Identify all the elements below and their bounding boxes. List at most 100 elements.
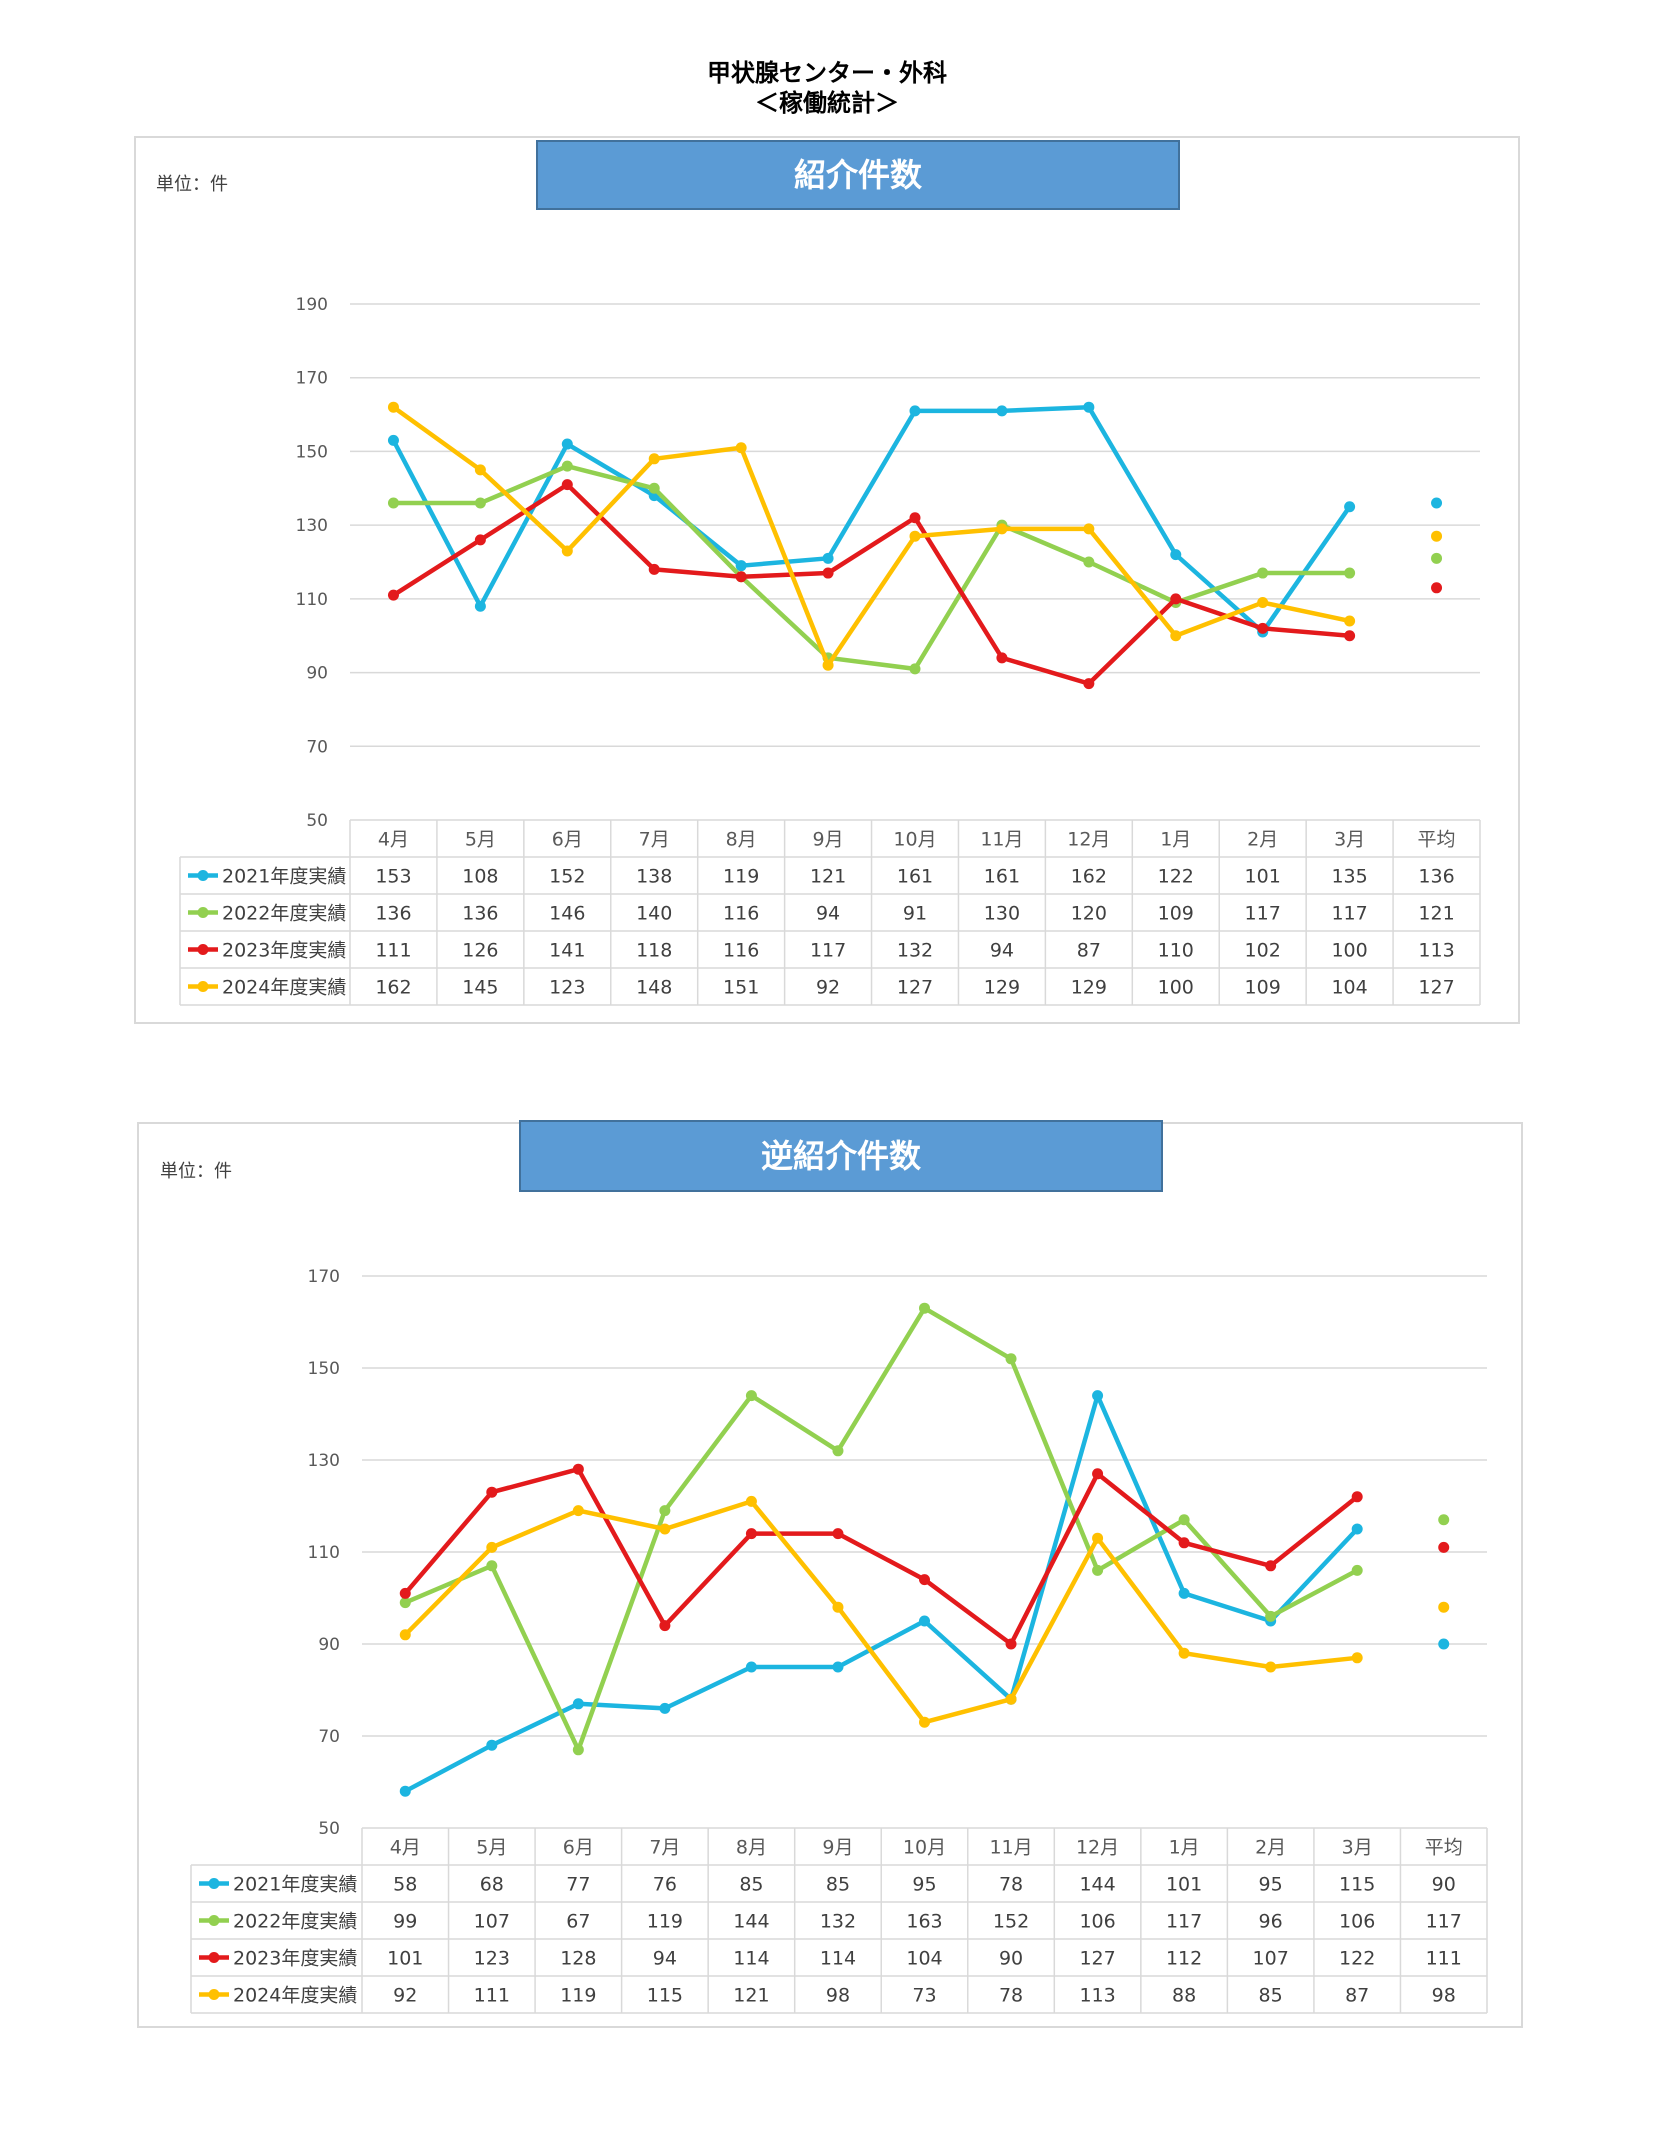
data-point (909, 405, 921, 417)
x-category-label: 11月 (980, 829, 1023, 851)
x-category-label: 2月 (1247, 829, 1278, 851)
legend-series-name: 2021年度実績 (233, 1874, 357, 1896)
data-point (1351, 1491, 1363, 1503)
table-value-cell: 123 (549, 977, 585, 999)
data-point (1344, 630, 1356, 642)
data-point (832, 1661, 844, 1673)
data-point (572, 1698, 584, 1710)
x-category-label: 10月 (893, 829, 936, 851)
table-value-cell: 67 (566, 1911, 590, 1933)
legend-series-name: 2021年度実績 (222, 866, 346, 888)
table-value-cell: 85 (739, 1874, 763, 1896)
data-point (1083, 523, 1095, 535)
table-value-cell: 117 (1245, 903, 1281, 925)
x-category-label: 5月 (476, 1837, 507, 1859)
table-value-cell: 107 (474, 1911, 510, 1933)
legend-series-name: 2024年度実績 (222, 977, 346, 999)
data-point (1344, 567, 1356, 579)
table-value-cell: 111 (375, 940, 411, 962)
series-line (403, 1466, 1360, 1647)
table-value-cell: 163 (906, 1911, 942, 1933)
y-tick-label: 70 (306, 737, 328, 757)
average-point (1438, 1514, 1450, 1526)
table-value-cell: 123 (474, 1948, 510, 1970)
data-point (832, 1445, 844, 1457)
data-point (996, 523, 1008, 535)
reverse-referral-chart-header: 逆紹介件数 (519, 1120, 1163, 1192)
table-value-cell: 96 (1259, 1911, 1283, 1933)
legend-point-marker (197, 870, 209, 881)
data-point (648, 482, 660, 494)
table-value-cell: 127 (1079, 1948, 1115, 1970)
table-value-cell: 94 (653, 1948, 677, 1970)
y-tick-label: 170 (308, 1267, 340, 1287)
average-point (1431, 552, 1443, 564)
data-point (561, 479, 573, 491)
legend-point-marker (208, 1989, 220, 2000)
table-value-cell: 111 (474, 1985, 510, 2007)
data-point (1005, 1693, 1017, 1705)
table-value-cell: 129 (984, 977, 1020, 999)
data-point (1351, 1652, 1363, 1664)
referral-unit-label: 単位：件 (156, 174, 228, 195)
table-value-cell: 85 (1259, 1985, 1283, 2007)
x-category-label: 9月 (822, 1837, 853, 1859)
data-point (919, 1574, 930, 1586)
y-tick-label: 170 (296, 369, 328, 389)
x-category-label: 12月 (1076, 1837, 1119, 1859)
series-line (403, 1393, 1360, 1794)
table-value-cell: 161 (897, 866, 933, 888)
data-point (486, 1739, 498, 1751)
table-value-cell: 117 (1166, 1911, 1202, 1933)
table-value-cell: 58 (393, 1874, 417, 1896)
table-value-cell: 135 (1331, 866, 1367, 888)
x-category-label: 1月 (1169, 1837, 1200, 1859)
legend-point-marker (208, 1952, 220, 1963)
x-category-label: 平均 (1418, 829, 1456, 851)
x-category-label: 9月 (813, 829, 844, 851)
table-value-cell: 94 (990, 940, 1014, 962)
data-point (399, 1587, 411, 1599)
data-point (474, 534, 486, 546)
data-point (1005, 1638, 1017, 1650)
table-value-cell: 116 (723, 940, 759, 962)
table-value-cell: 130 (984, 903, 1020, 925)
table-value-cell: 113 (1079, 1985, 1115, 2007)
series-line (403, 1305, 1360, 1753)
x-category-label: 6月 (552, 829, 583, 851)
y-tick-label: 150 (296, 442, 328, 462)
data-point (399, 1597, 411, 1609)
data-point (1170, 630, 1182, 642)
table-value-cell: 100 (1158, 977, 1194, 999)
table-value-cell: 77 (566, 1874, 590, 1896)
x-category-label: 8月 (736, 1837, 767, 1859)
average-point (1431, 582, 1443, 594)
series-line (391, 482, 1352, 686)
table-value-cell: 78 (999, 1874, 1023, 1896)
legend-point-marker (208, 1878, 220, 1889)
legend-point-marker (197, 981, 209, 992)
average-point (1431, 497, 1443, 509)
x-category-label: 3月 (1334, 829, 1365, 851)
table-value-cell: 141 (549, 940, 585, 962)
table-value-cell: 162 (1071, 866, 1107, 888)
data-point (745, 1495, 757, 1507)
table-value-cell: 153 (375, 866, 411, 888)
legend-series-name: 2023年度実績 (233, 1948, 357, 1970)
data-point (659, 1702, 671, 1714)
table-value-cell: 95 (912, 1874, 936, 1896)
reverse-referral-unit-label: 単位：件 (160, 1161, 232, 1182)
y-tick-label: 50 (306, 811, 328, 831)
table-value-cell: 102 (1245, 940, 1281, 962)
reverse-referral-chart-frame (137, 1122, 1523, 2028)
series-line (391, 463, 1352, 672)
table-value-cell: 95 (1259, 1874, 1283, 1896)
data-point (1178, 1647, 1190, 1659)
average-point (1438, 1601, 1450, 1613)
data-point (387, 434, 399, 446)
x-category-label: 平均 (1425, 1837, 1463, 1859)
data-point (474, 497, 486, 509)
data-point (561, 545, 573, 557)
